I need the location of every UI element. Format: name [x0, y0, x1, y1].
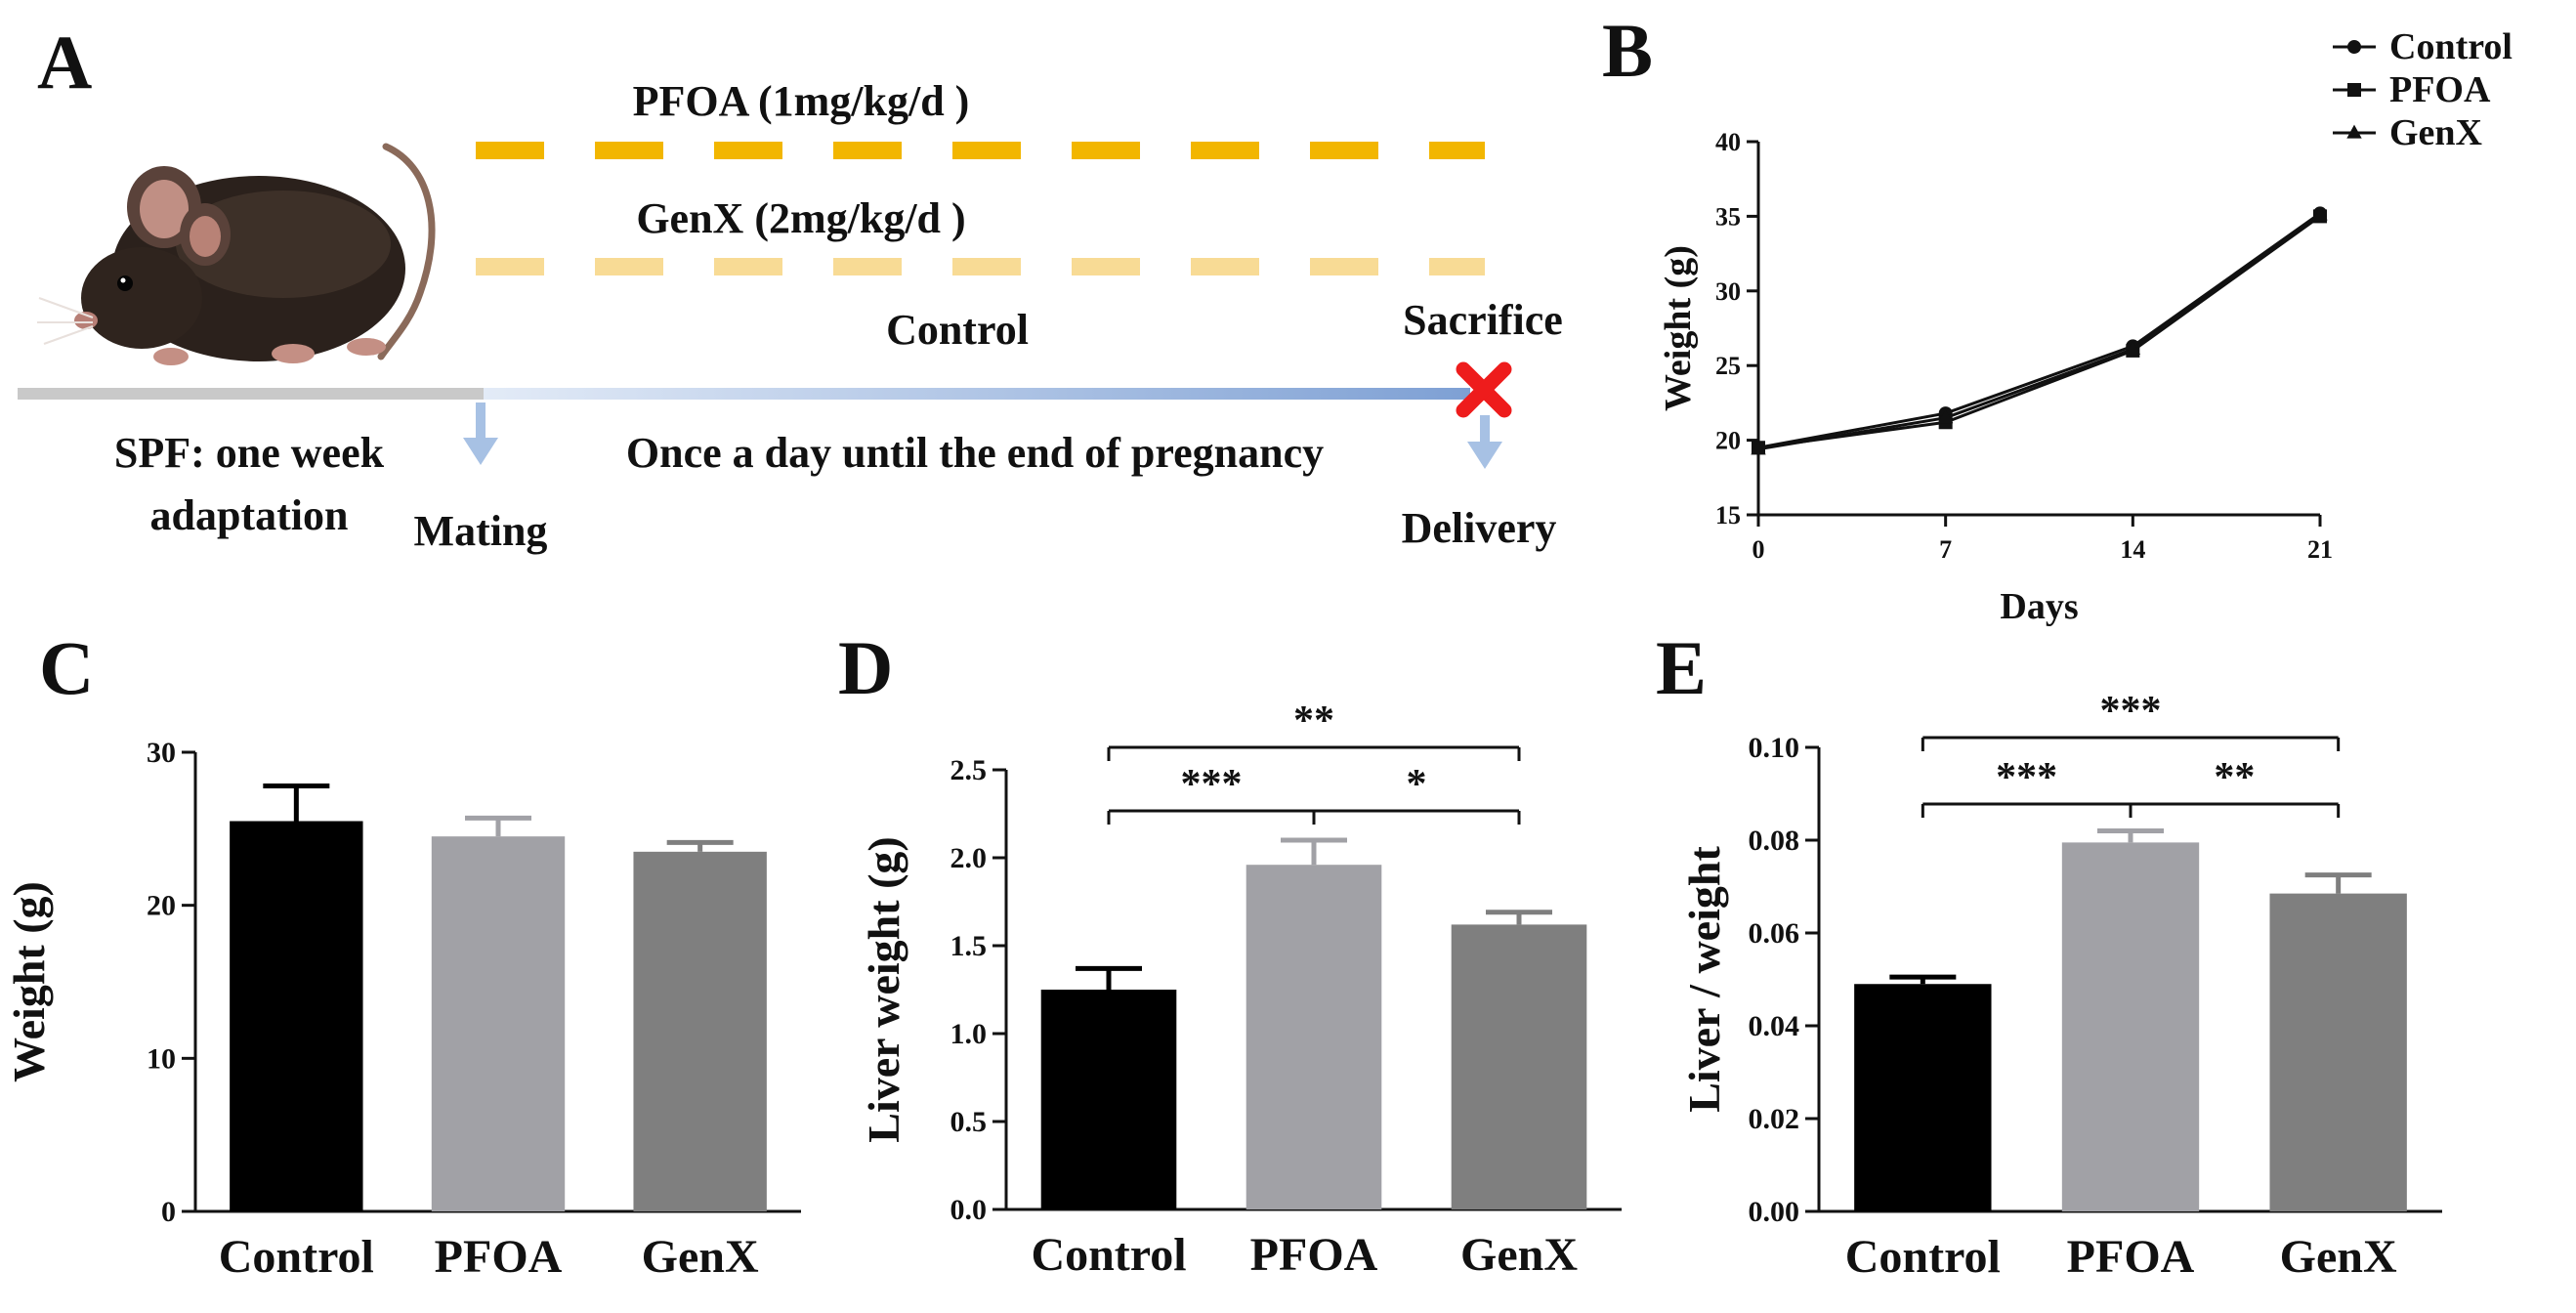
- y-axis-label: Weight (g): [1658, 245, 1699, 411]
- x-tick-label: 0: [1753, 535, 1765, 564]
- x-tick-label: PFOA: [1250, 1229, 1378, 1281]
- bar-pfoa: [1246, 865, 1382, 1209]
- significance-label: ***: [1996, 755, 2057, 800]
- y-tick-label: 2.5: [950, 754, 988, 786]
- delivery-arrow-icon: [1467, 415, 1502, 469]
- y-tick-label: 0: [161, 1196, 176, 1228]
- panel-e-bar-chart: 0.00 0.02 0.04 0.06 0.08 0.10 Liver / weight Co…: [1679, 689, 2442, 1283]
- y-tick-label: 20: [1715, 427, 1741, 455]
- y-tick-label: 20: [147, 890, 176, 922]
- x-tick-label: Control: [1845, 1231, 2001, 1283]
- panel-c-bar-chart: 0 10 20 30 Weight (g) Control PFOA GenX: [4, 737, 801, 1283]
- y-tick-label: 25: [1715, 352, 1741, 380]
- y-tick-label: 15: [1715, 501, 1741, 529]
- mating-arrow-icon: [463, 402, 498, 465]
- once-a-day-label: Once a day until the end of pregnancy: [626, 429, 1324, 477]
- mouse-icon: [37, 143, 436, 365]
- y-tick-label: 0.02: [1749, 1103, 1800, 1135]
- bar-control: [230, 821, 363, 1211]
- panel-d-bar-chart: 0.0 0.5 1.0 1.5 2.0 2.5 Liver weight (g) Contro…: [859, 699, 1622, 1281]
- control-group-label: Control: [886, 306, 1029, 354]
- significance-label: ***: [2100, 689, 2162, 734]
- y-tick-label: 0.08: [1749, 825, 1800, 857]
- x-tick-label: 14: [2120, 535, 2145, 564]
- panel-c-label: C: [39, 625, 94, 710]
- y-tick-label: 1.0: [950, 1018, 988, 1050]
- x-axis-label: Days: [2000, 586, 2078, 627]
- panel-a-schematic: A PFOA (1mg/kg/d ) GenX (2mg/kg/d ) Cont…: [18, 20, 1563, 555]
- y-tick-label: 1.5: [950, 930, 988, 962]
- x-tick-label: Control: [219, 1231, 374, 1283]
- x-tick-label: PFOA: [435, 1231, 563, 1283]
- data-point-genx: [2125, 340, 2141, 355]
- bar-control: [1040, 990, 1177, 1209]
- y-tick-label: 0.5: [950, 1106, 988, 1138]
- data-point-genx: [2312, 206, 2328, 221]
- x-tick-label: Control: [1031, 1229, 1186, 1281]
- spf-label-line1: SPF: one week: [114, 429, 385, 477]
- significance-label: **: [1293, 699, 1334, 743]
- spf-label-line2: adaptation: [150, 491, 349, 539]
- y-tick-label: 0.00: [1749, 1196, 1800, 1228]
- sacrifice-label: Sacrifice: [1403, 296, 1563, 344]
- panel-d-label: D: [838, 625, 893, 710]
- y-axis-label: Weight (g): [4, 881, 54, 1082]
- y-axis-label: Liver / weight: [1679, 846, 1729, 1113]
- data-point-genx: [1751, 441, 1766, 455]
- y-tick-label: 30: [1715, 277, 1741, 306]
- bar-pfoa: [2061, 842, 2200, 1211]
- panel-b-line-chart: 15 20 25 30 35 40 0 7 14 21 Days Weight (g) ControlP…: [1658, 26, 2513, 627]
- data-point-genx: [1937, 409, 1954, 424]
- adaptation-timeline: [18, 388, 484, 400]
- series-line-genx: [1757, 213, 2321, 451]
- panel-a-label: A: [37, 20, 92, 105]
- series-line-control: [1757, 212, 2321, 449]
- delivery-label: Delivery: [1402, 504, 1557, 552]
- legend-marker-genx: [2346, 124, 2362, 139]
- legend-label-genx: GenX: [2389, 112, 2482, 153]
- x-tick-label: GenX: [2280, 1231, 2397, 1283]
- y-tick-label: 0.06: [1749, 917, 1800, 950]
- bar-genx: [633, 851, 767, 1211]
- significance-label: **: [2214, 755, 2255, 800]
- significance-label: ***: [1181, 762, 1243, 807]
- mating-label: Mating: [414, 507, 548, 555]
- genx-dose-label: GenX (2mg/kg/d ): [636, 194, 965, 242]
- y-tick-label: 35: [1715, 202, 1741, 231]
- bar-control: [1854, 984, 1992, 1211]
- y-tick-label: 10: [147, 1042, 176, 1075]
- y-tick-label: 30: [147, 737, 176, 769]
- panel-b-label: B: [1602, 8, 1653, 93]
- sacrifice-x-icon: [1456, 361, 1512, 418]
- treatment-timeline: [484, 388, 1470, 400]
- x-tick-label: PFOA: [2067, 1231, 2195, 1283]
- bar-genx: [2269, 893, 2407, 1211]
- x-tick-label: 21: [2307, 535, 2333, 564]
- bar-pfoa: [431, 836, 566, 1211]
- y-tick-label: 40: [1715, 128, 1741, 156]
- legend-marker-pfoa: [2347, 83, 2361, 97]
- y-tick-label: 2.0: [950, 842, 988, 874]
- bar-genx: [1451, 924, 1587, 1209]
- y-tick-label: 0.0: [950, 1194, 988, 1226]
- pfoa-dose-label: PFOA (1mg/kg/d ): [633, 77, 970, 125]
- significance-label: *: [1407, 762, 1427, 807]
- x-tick-label: GenX: [1460, 1229, 1578, 1281]
- x-tick-label: GenX: [642, 1231, 759, 1283]
- legend-label-pfoa: PFOA: [2389, 69, 2491, 110]
- legend-marker-control: [2347, 40, 2361, 54]
- y-tick-label: 0.04: [1749, 1010, 1800, 1042]
- y-axis-label: Liver weight (g): [859, 836, 908, 1142]
- panel-e-label: E: [1656, 625, 1707, 710]
- series-line-pfoa: [1757, 215, 2321, 449]
- legend-label-control: Control: [2389, 26, 2513, 67]
- y-tick-label: 0.10: [1749, 732, 1800, 764]
- x-tick-label: 7: [1939, 535, 1952, 564]
